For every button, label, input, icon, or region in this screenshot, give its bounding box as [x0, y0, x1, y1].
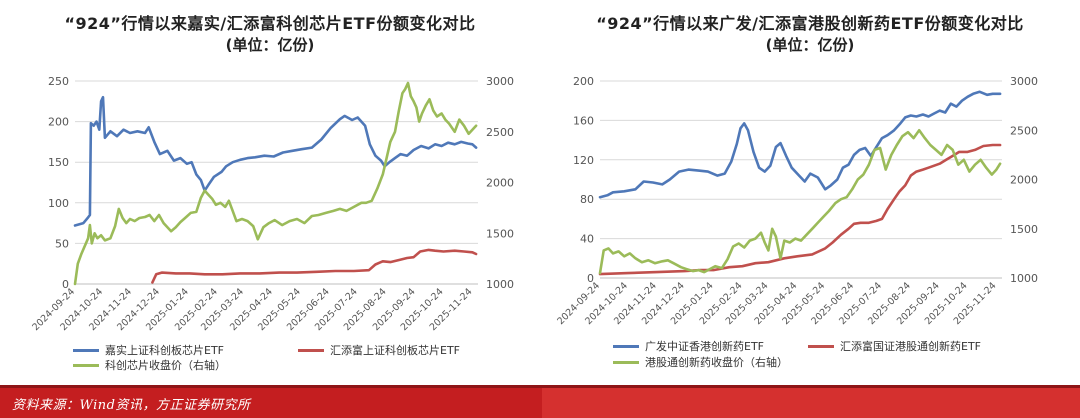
y-right-tick-label: 3000	[1010, 75, 1038, 88]
footer-right-block	[542, 388, 1080, 418]
series-line-1	[151, 248, 478, 284]
y-right-tick-label: 1000	[486, 278, 514, 291]
y-right-tick-label: 1000	[1010, 272, 1038, 285]
y-right-tick-label: 2000	[486, 177, 514, 190]
legend-label: 汇添富国证港股通创新药ETF	[840, 340, 981, 353]
legend-label: 科创芯片收盘价（右轴）	[105, 359, 226, 372]
legend-swatch-green	[613, 360, 639, 364]
y-left-tick-label: 200	[573, 75, 594, 88]
right-chart-subtitle: (单位：亿份)	[765, 36, 855, 54]
y-left-tick-label: 40	[580, 233, 594, 246]
legend-swatch-green	[73, 363, 99, 367]
legend-label: 港股通创新药收盘价（右轴）	[645, 356, 788, 369]
legend-swatch-red	[808, 344, 834, 348]
left-chart-plot: 050100150200250100015002000250030002024-…	[30, 75, 514, 333]
legend-item-drug-price: 港股通创新药收盘价（右轴）	[613, 354, 788, 370]
y-left-tick-label: 80	[580, 193, 594, 206]
right-chart-panel: “924”行情以来广发/汇添富港股创新药ETF份额变化对比 (单位：亿份) 0 4…	[540, 0, 1080, 385]
right-chart-plot: 04080120160200100015002000250030002024-0…	[555, 75, 1038, 327]
legend-item-kechuang-price: 科创芯片收盘价（右轴）	[73, 357, 226, 373]
tick-labels: 04080120160200100015002000250030002024-0…	[555, 75, 1038, 327]
series-line-2	[73, 81, 478, 286]
legend-label: 汇添富上证科创板芯片ETF	[330, 344, 460, 357]
y-left-tick-label: 0	[587, 272, 594, 285]
legend-swatch-red	[298, 348, 324, 352]
y-right-tick-label: 2500	[1010, 124, 1038, 137]
y-left-tick-label: 120	[573, 154, 594, 167]
legend-label: 广发中证香港创新药ETF	[645, 340, 764, 353]
legend-item-huitianfu-drug: 汇添富国证港股通创新药ETF	[808, 338, 981, 354]
y-left-tick-label: 160	[573, 114, 594, 127]
series-line-0	[598, 90, 1002, 199]
series-line-1	[598, 143, 1002, 276]
y-left-tick-label: 50	[55, 237, 69, 250]
y-left-tick-label: 0	[62, 278, 69, 291]
source-note: 资料来源：Wind资讯，方正证券研究所	[12, 398, 251, 413]
y-right-tick-label: 1500	[1010, 223, 1038, 236]
series-line-0	[73, 95, 478, 227]
left-chart-title: “924”行情以来嘉实/汇添富科创芯片ETF份额变化对比	[64, 14, 476, 33]
legend-label: 嘉实上证科创板芯片ETF	[105, 344, 224, 357]
legend-item-jiashi: 嘉实上证科创板芯片ETF	[73, 342, 224, 358]
footer-top-border	[0, 385, 1080, 388]
y-left-tick-label: 100	[48, 197, 69, 210]
left-chart-subtitle: (单位：亿份)	[225, 36, 315, 54]
legend-item-guangfa: 广发中证香港创新药ETF	[613, 338, 764, 354]
y-right-tick-label: 1500	[486, 227, 514, 240]
series-line-2	[598, 129, 1002, 275]
right-chart-title: “924”行情以来广发/汇添富港股创新药ETF份额变化对比	[596, 14, 1024, 33]
y-left-tick-label: 250	[48, 75, 69, 88]
left-chart-panel: “924”行情以来嘉实/汇添富科创芯片ETF份额变化对比 (单位：亿份) 0 50…	[0, 0, 540, 385]
legend-swatch-blue	[73, 348, 99, 352]
legend-item-huitianfu: 汇添富上证科创板芯片ETF	[298, 342, 460, 358]
y-left-tick-label: 150	[48, 156, 69, 169]
y-right-tick-label: 2500	[486, 126, 514, 139]
legend-swatch-blue	[613, 344, 639, 348]
y-right-tick-label: 2000	[1010, 174, 1038, 187]
y-right-tick-label: 3000	[486, 75, 514, 88]
y-left-tick-label: 200	[48, 116, 69, 129]
